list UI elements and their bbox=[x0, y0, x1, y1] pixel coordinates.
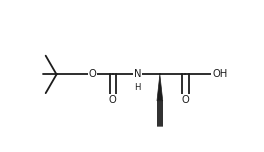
Polygon shape bbox=[157, 74, 163, 101]
Text: O: O bbox=[109, 95, 117, 105]
Text: N: N bbox=[134, 69, 141, 79]
Text: OH: OH bbox=[212, 69, 227, 79]
Text: O: O bbox=[182, 95, 189, 105]
Text: H: H bbox=[134, 83, 140, 92]
Text: O: O bbox=[88, 69, 96, 79]
